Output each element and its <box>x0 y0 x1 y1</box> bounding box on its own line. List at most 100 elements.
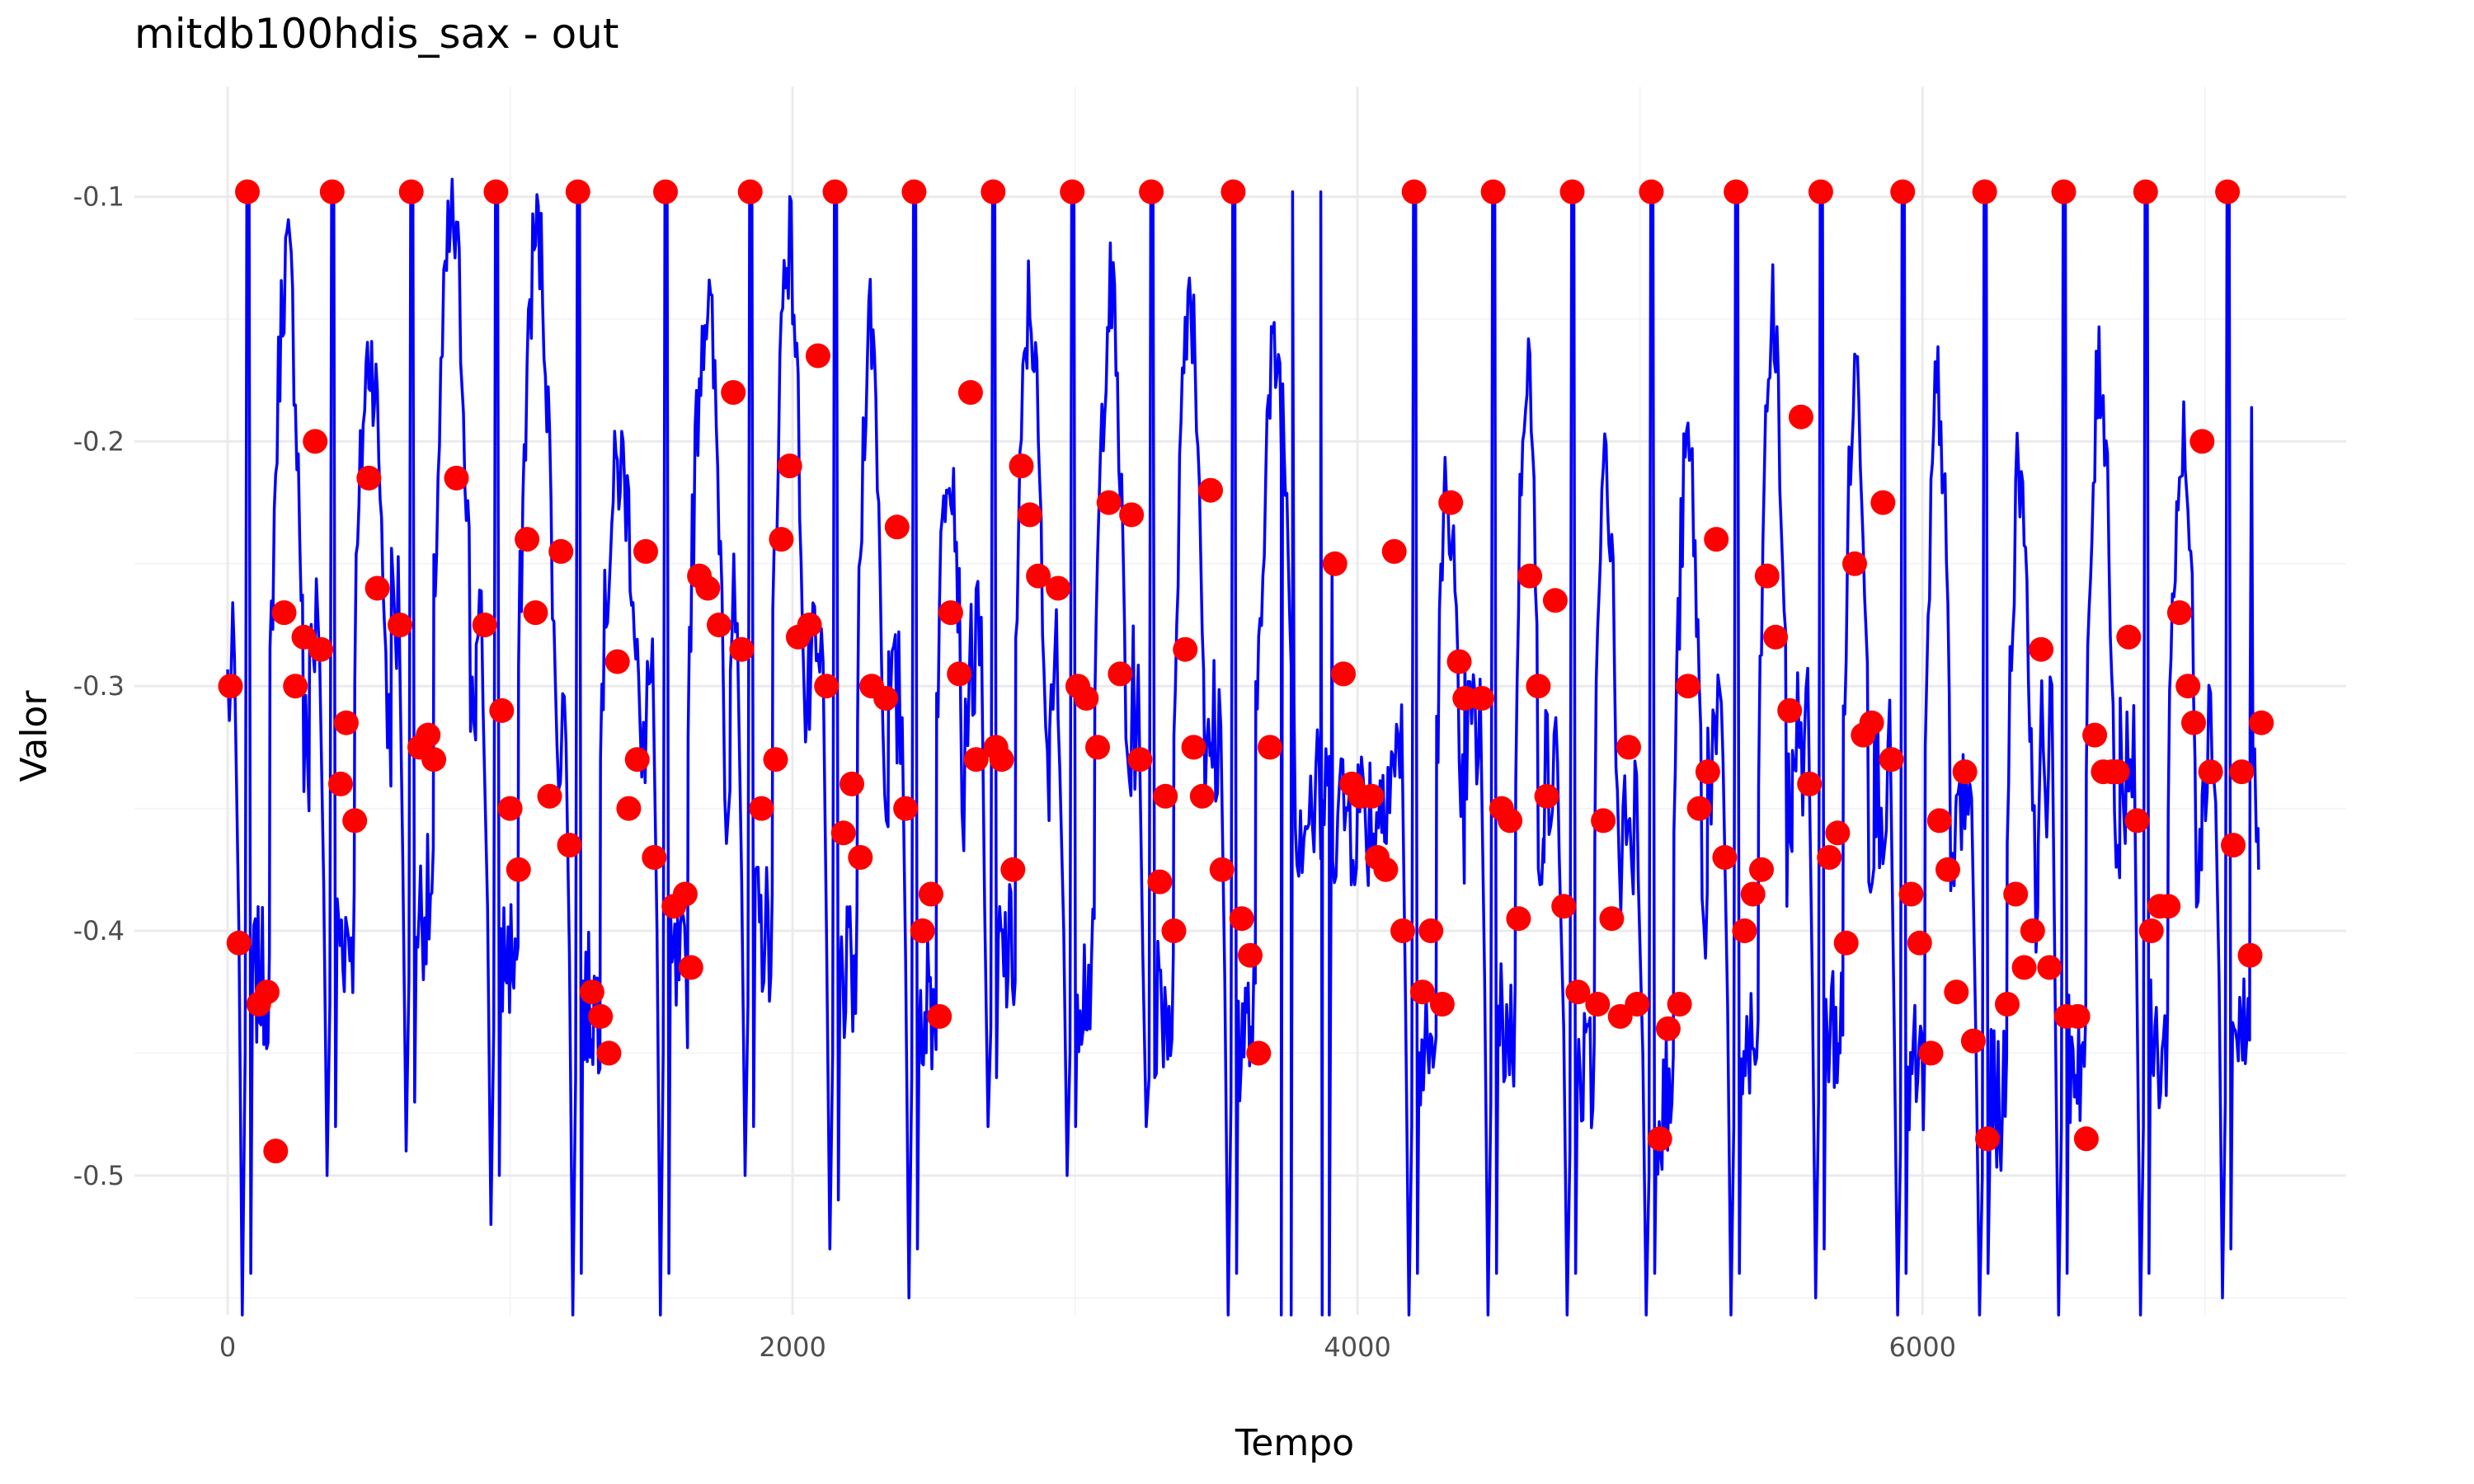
data-point <box>2221 833 2246 858</box>
data-point <box>1418 918 1444 943</box>
data-point <box>642 845 667 870</box>
data-point <box>1127 747 1153 773</box>
data-point <box>1754 563 1780 589</box>
data-point <box>515 527 540 552</box>
data-point <box>1390 918 1415 943</box>
data-point <box>777 453 802 479</box>
data-point <box>333 710 359 735</box>
series-line-path <box>226 177 2260 1317</box>
data-point <box>1890 179 1916 204</box>
data-point <box>226 930 252 956</box>
data-point <box>721 380 746 405</box>
data-point <box>489 697 515 723</box>
x-axis-ticks: 0 2000 4000 6000 <box>219 1331 1956 1363</box>
data-point <box>1209 857 1235 882</box>
data-point <box>2020 918 2045 943</box>
x-axis-title: Tempo <box>1235 1422 1354 1464</box>
data-point <box>1429 992 1455 1017</box>
data-point <box>2166 600 2192 626</box>
y-tick-label: -0.4 <box>73 915 125 946</box>
data-point <box>1009 453 1034 479</box>
data-point <box>1246 1040 1272 1066</box>
y-tick-label: -0.3 <box>73 670 125 702</box>
data-point <box>653 179 678 204</box>
data-point <box>1898 881 1924 907</box>
data-point <box>805 343 830 369</box>
y-tick-label: -0.2 <box>73 425 125 457</box>
data-point <box>1740 881 1766 907</box>
data-point <box>873 686 899 711</box>
data-point <box>624 747 650 773</box>
data-point <box>2011 955 2037 980</box>
data-point <box>769 527 794 552</box>
data-point <box>1749 857 1774 882</box>
data-point <box>308 636 334 662</box>
data-point <box>1373 857 1399 882</box>
data-point <box>695 575 721 601</box>
data-point <box>901 179 927 204</box>
data-point <box>1074 686 1099 711</box>
data-point <box>1667 992 1692 1017</box>
data-point <box>2003 881 2029 907</box>
data-point <box>1181 735 1206 760</box>
data-point <box>1173 636 1198 662</box>
data-point <box>884 514 910 540</box>
x-tick-label: 4000 <box>1324 1331 1390 1363</box>
data-point <box>2237 942 2263 968</box>
data-point <box>1542 588 1568 613</box>
data-point <box>1797 771 1823 796</box>
data-point <box>483 179 509 204</box>
data-point <box>356 465 382 491</box>
data-point <box>2181 710 2206 735</box>
y-axis-ticks: -0.5 -0.4 -0.3 -0.2 -0.1 <box>73 181 125 1191</box>
data-point <box>1859 710 1884 735</box>
data-point <box>1060 179 1085 204</box>
data-point <box>2029 636 2054 662</box>
data-point <box>1526 674 1551 699</box>
data-point <box>398 179 424 204</box>
data-point <box>918 881 943 907</box>
data-point <box>840 771 864 796</box>
data-point <box>328 771 353 796</box>
data-point <box>2116 624 2142 650</box>
data-point <box>497 796 523 821</box>
data-point <box>596 1040 622 1066</box>
x-tick-label: 6000 <box>1888 1331 1955 1363</box>
data-point <box>1975 1126 2000 1152</box>
data-point <box>1119 502 1145 528</box>
data-point <box>947 661 972 687</box>
data-point <box>523 600 548 626</box>
x-tick-label: 0 <box>219 1331 236 1363</box>
data-point <box>957 380 983 405</box>
data-point <box>1565 979 1591 1005</box>
data-point <box>2156 894 2181 919</box>
data-point <box>672 881 698 907</box>
data-point <box>255 979 280 1005</box>
y-axis-title: Valor <box>13 690 55 782</box>
data-point <box>2065 1003 2091 1029</box>
data-point <box>1825 820 1851 846</box>
series-line <box>226 177 2260 1317</box>
data-point <box>1655 1016 1681 1041</box>
data-point <box>1452 686 1478 711</box>
data-point <box>588 1003 614 1029</box>
data-point <box>218 674 243 699</box>
data-point <box>1935 857 1960 882</box>
data-point <box>506 857 531 882</box>
data-point <box>1221 179 1246 204</box>
data-point <box>1139 179 1164 204</box>
y-tick-label: -0.1 <box>73 181 125 213</box>
data-point <box>2215 179 2241 204</box>
data-point <box>565 179 590 204</box>
data-point <box>1879 747 1904 773</box>
data-point <box>1732 918 1757 943</box>
data-point <box>472 613 497 637</box>
data-point <box>1238 942 1263 968</box>
data-point <box>737 179 763 204</box>
data-point <box>291 624 317 650</box>
data-point <box>678 955 703 980</box>
data-point <box>1409 979 1435 1005</box>
data-point <box>2082 722 2108 748</box>
data-point <box>1096 490 1122 515</box>
